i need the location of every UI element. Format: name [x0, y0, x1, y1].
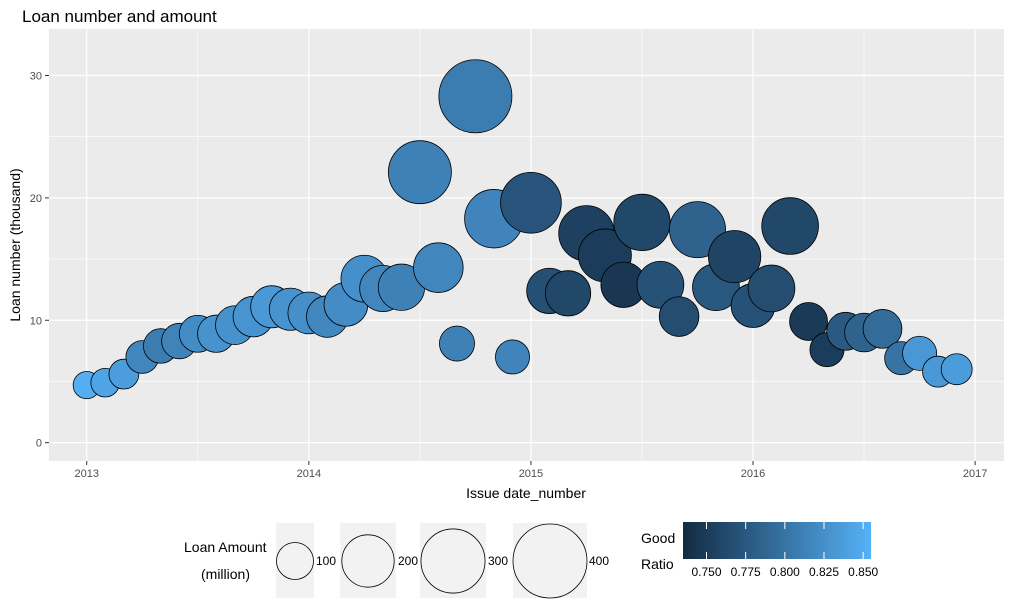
x-axis-title: Issue date_number	[466, 485, 586, 501]
bubble-point-47	[940, 353, 973, 386]
bubble-point-19	[413, 242, 464, 293]
color-legend-label-4: 0.850	[848, 565, 878, 579]
bubble-point-39	[789, 302, 828, 341]
size-legend-title-line1: Loan Amount	[184, 539, 267, 555]
size-legend-key-circle-1	[341, 534, 395, 588]
bubble-point-24	[500, 171, 562, 234]
size-legend-title-line2: (million)	[201, 566, 250, 582]
color-legend-colorbar	[683, 522, 871, 559]
bubble-point-21	[438, 59, 513, 134]
y-tick-label-0: 0	[36, 438, 42, 450]
size-legend-label-0: 100	[316, 554, 336, 568]
bubble-point-35	[708, 230, 762, 284]
color-legend-label-2: 0.800	[770, 565, 800, 579]
y-axis-ticks: 0 10 20 30	[30, 71, 49, 450]
size-legend-label-3: 400	[589, 554, 609, 568]
size-legend-key-bg-2	[420, 523, 486, 598]
color-legend-label-1: 0.775	[731, 565, 761, 579]
bubble-point-38	[761, 197, 819, 255]
y-tick-label-3: 30	[30, 71, 42, 83]
color-legend-title-line1: Good	[641, 530, 675, 546]
color-legend-title-line2: Ratio	[641, 556, 674, 572]
bubble-point-23	[495, 339, 530, 375]
bubble-point-37	[747, 264, 796, 313]
size-legend-key-circle-3	[512, 523, 588, 599]
color-legend-label-3: 0.825	[809, 565, 839, 579]
bubble-point-26	[544, 270, 592, 317]
y-axis-title: Loan number (thousand)	[7, 168, 23, 321]
bubble-point-18	[387, 140, 452, 205]
bubble-point-20	[439, 325, 475, 362]
color-legend-ticks: 0.750 0.775 0.800 0.825 0.850	[691, 522, 879, 579]
x-tick-label-3: 2016	[741, 468, 765, 480]
x-tick-label-0: 2013	[75, 468, 99, 480]
size-legend: Loan Amount (million) 100 200 300 400	[184, 523, 609, 599]
x-tick-label-2: 2015	[519, 468, 543, 480]
color-legend-label-0: 0.750	[691, 565, 721, 579]
y-tick-label-1: 10	[30, 315, 42, 327]
color-legend: Good Ratio 0.750 0.775 0.800 0.825 0.850	[641, 522, 879, 579]
y-tick-label-2: 20	[30, 193, 42, 205]
x-axis-ticks: 2013 2014 2015 2016 2017	[75, 461, 987, 480]
x-tick-label-4: 2017	[963, 468, 987, 480]
data-points	[72, 59, 973, 400]
bubble-point-30	[613, 193, 671, 251]
size-legend-label-2: 300	[488, 554, 508, 568]
size-legend-keys: 100 200 300 400	[276, 523, 609, 599]
size-legend-key-bg-1	[340, 523, 396, 598]
bubble-point-31	[636, 260, 685, 309]
size-legend-label-1: 200	[398, 554, 418, 568]
bubble-point-43	[862, 309, 903, 349]
size-legend-key-circle-2	[420, 528, 486, 594]
bubble-point-32	[658, 296, 700, 337]
size-legend-key-bg-3	[513, 523, 587, 598]
size-legend-key-circle-0	[276, 542, 314, 580]
size-legend-key-bg-0	[276, 523, 314, 598]
chart-title: Loan number and amount	[22, 7, 217, 26]
plot-panel	[49, 29, 1004, 461]
x-tick-label-1: 2014	[297, 468, 321, 480]
